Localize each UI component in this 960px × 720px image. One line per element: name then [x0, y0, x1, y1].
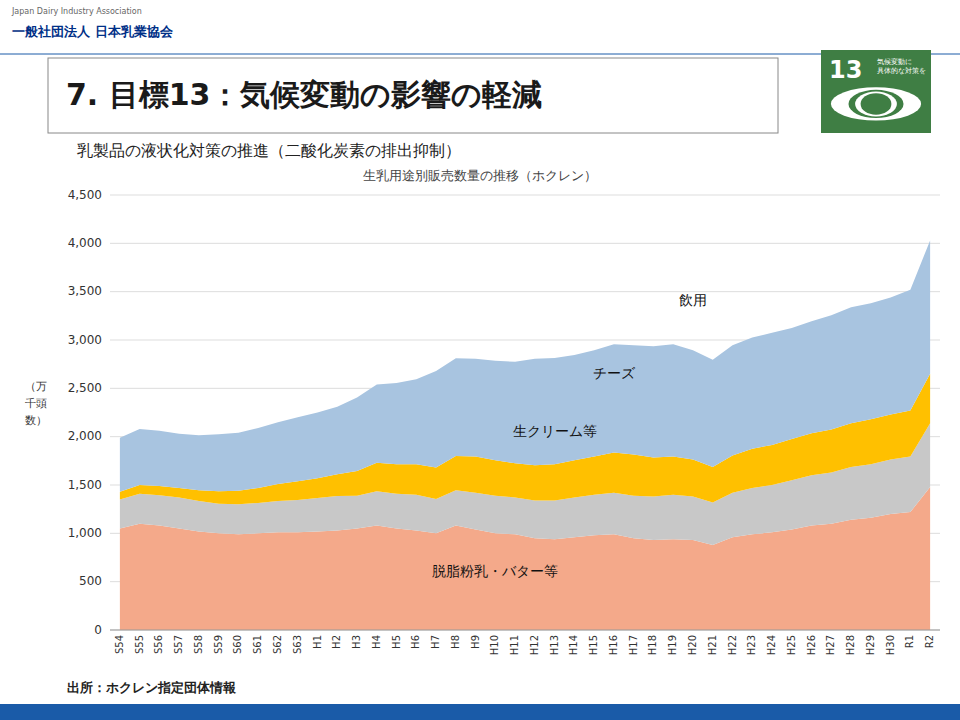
x-tick-label: H2	[331, 635, 342, 649]
x-tick-label: H7	[430, 635, 441, 649]
area	[120, 240, 930, 491]
badge: 13 気候変動に具体的な対策を	[821, 50, 931, 133]
chart-svg: Japan Dairy Industry Association 一般社団法人 日…	[0, 0, 960, 720]
x-tick-label: H14	[568, 635, 579, 655]
source: 出所：ホクレン指定団体情報	[67, 680, 237, 695]
x-tick-label: S62	[272, 635, 283, 654]
x-tick-label: H5	[391, 635, 402, 649]
x-tick-label: S61	[252, 635, 263, 654]
x-tick-label: H13	[549, 635, 560, 655]
title: 7. 目標13：気候変動の影響の軽減	[66, 77, 542, 112]
x-tick-label: S63	[292, 635, 303, 654]
bottom-bar	[0, 704, 960, 720]
grid-line	[110, 243, 940, 244]
x-tick-label: H19	[667, 635, 678, 655]
background	[0, 0, 960, 720]
x-tick-label: H3	[351, 635, 362, 649]
text-line: 数）	[25, 414, 47, 427]
x-ticks: S54 S55 S56 S57 S58 S59 S60 S61 S62 S63 H1 H2 H3 H4 H5…	[114, 635, 935, 655]
grid-line	[110, 630, 940, 631]
text-line: 具体的な対策を	[877, 67, 926, 75]
x-tick-label: H29	[865, 635, 876, 655]
y-tick-label: 3,000	[68, 333, 102, 347]
y-ticks: 0 500 1,000 1,500 2,000 2,500 3,000 3,500 4,000 4…	[68, 188, 102, 637]
x-tick-label: H1	[312, 635, 323, 649]
x-tick-label: S54	[114, 635, 125, 654]
y-tick-label: 2,000	[68, 429, 102, 443]
text-line: 千頭	[25, 397, 47, 410]
grid-line	[110, 291, 940, 292]
badge-box	[821, 50, 931, 133]
x-tick-label: H4	[371, 635, 382, 649]
y-tick-label: 3,500	[68, 284, 102, 298]
y-tick-label: 2,500	[68, 381, 102, 395]
x-tick-label: H27	[825, 635, 836, 655]
x-tick-label: H28	[845, 635, 856, 655]
title-box	[48, 58, 778, 133]
annotations: 飲用チーズ生クリーム等脱脂粉乳・バター等	[432, 292, 707, 579]
x-tick-label: H12	[529, 635, 540, 655]
text-line: （万	[25, 380, 47, 393]
annotation: 脱脂粉乳・バター等	[432, 563, 558, 579]
y-tick-label: 4,000	[68, 236, 102, 250]
header-text: Japan Dairy Industry Association	[11, 7, 142, 16]
x-tick-label: S58	[193, 635, 204, 654]
header-text: 一般社団法人 日本乳業協会	[12, 24, 174, 39]
subtitle: 乳製品の液状化対策の推進（二酸化炭素の排出抑制）	[77, 141, 461, 160]
x-tick-label: S56	[153, 635, 164, 654]
text-line: 気候変動に	[877, 58, 912, 66]
x-tick-label: H6	[410, 635, 421, 649]
x-tick-label: H21	[707, 635, 718, 655]
x-tick-label: R1	[904, 635, 915, 648]
x-tick-label: S55	[134, 635, 145, 654]
x-tick-label: H20	[687, 635, 698, 655]
y-tick-label: 4,500	[68, 188, 102, 202]
header	[0, 0, 960, 54]
x-tick-label: S59	[213, 635, 224, 654]
x-tick-label: S60	[232, 635, 243, 654]
badge-text: 気候変動に具体的な対策を	[877, 58, 926, 75]
y-tick-label: 0	[94, 623, 102, 637]
x-tick-label: H16	[608, 635, 619, 655]
badge-eye	[861, 93, 892, 115]
badge-number: 13	[829, 56, 862, 84]
x-tick-label: H18	[647, 635, 658, 655]
header-line	[0, 54, 960, 55]
x-tick-label: H23	[746, 635, 757, 655]
y-tick-label: 1,000	[68, 526, 102, 540]
x-tick-label: H11	[509, 635, 520, 655]
x-tick-label: H26	[806, 635, 817, 655]
y-axis-label: （万千頭数）	[25, 380, 47, 427]
y-tick-label: 500	[79, 574, 102, 588]
x-tick-label: S57	[173, 635, 184, 654]
x-tick-label: H17	[628, 635, 639, 655]
x-tick-label: H24	[766, 635, 777, 655]
badge-eye	[855, 92, 897, 117]
x-axis-line	[110, 630, 940, 631]
x-tick-label: H22	[727, 635, 738, 655]
badge-eye	[831, 87, 921, 120]
chart-title: 生乳用途別販売数量の推移（ホクレン）	[363, 168, 597, 183]
x-tick-label: H9	[470, 635, 481, 649]
x-tick-label: H30	[885, 635, 896, 655]
grid	[110, 195, 940, 630]
x-tick-label: H8	[450, 635, 461, 649]
badge-eye	[849, 90, 904, 118]
annotation: 生クリーム等	[513, 423, 597, 439]
annotation: 飲用	[679, 292, 707, 308]
grid-line	[110, 195, 940, 196]
x-tick-label: H15	[588, 635, 599, 655]
x-tick-label: H10	[489, 635, 500, 655]
annotation: チーズ	[593, 365, 636, 381]
x-tick-label: R2	[924, 635, 935, 648]
x-tick-label: H25	[786, 635, 797, 655]
y-tick-label: 1,500	[68, 478, 102, 492]
areas	[120, 240, 930, 630]
